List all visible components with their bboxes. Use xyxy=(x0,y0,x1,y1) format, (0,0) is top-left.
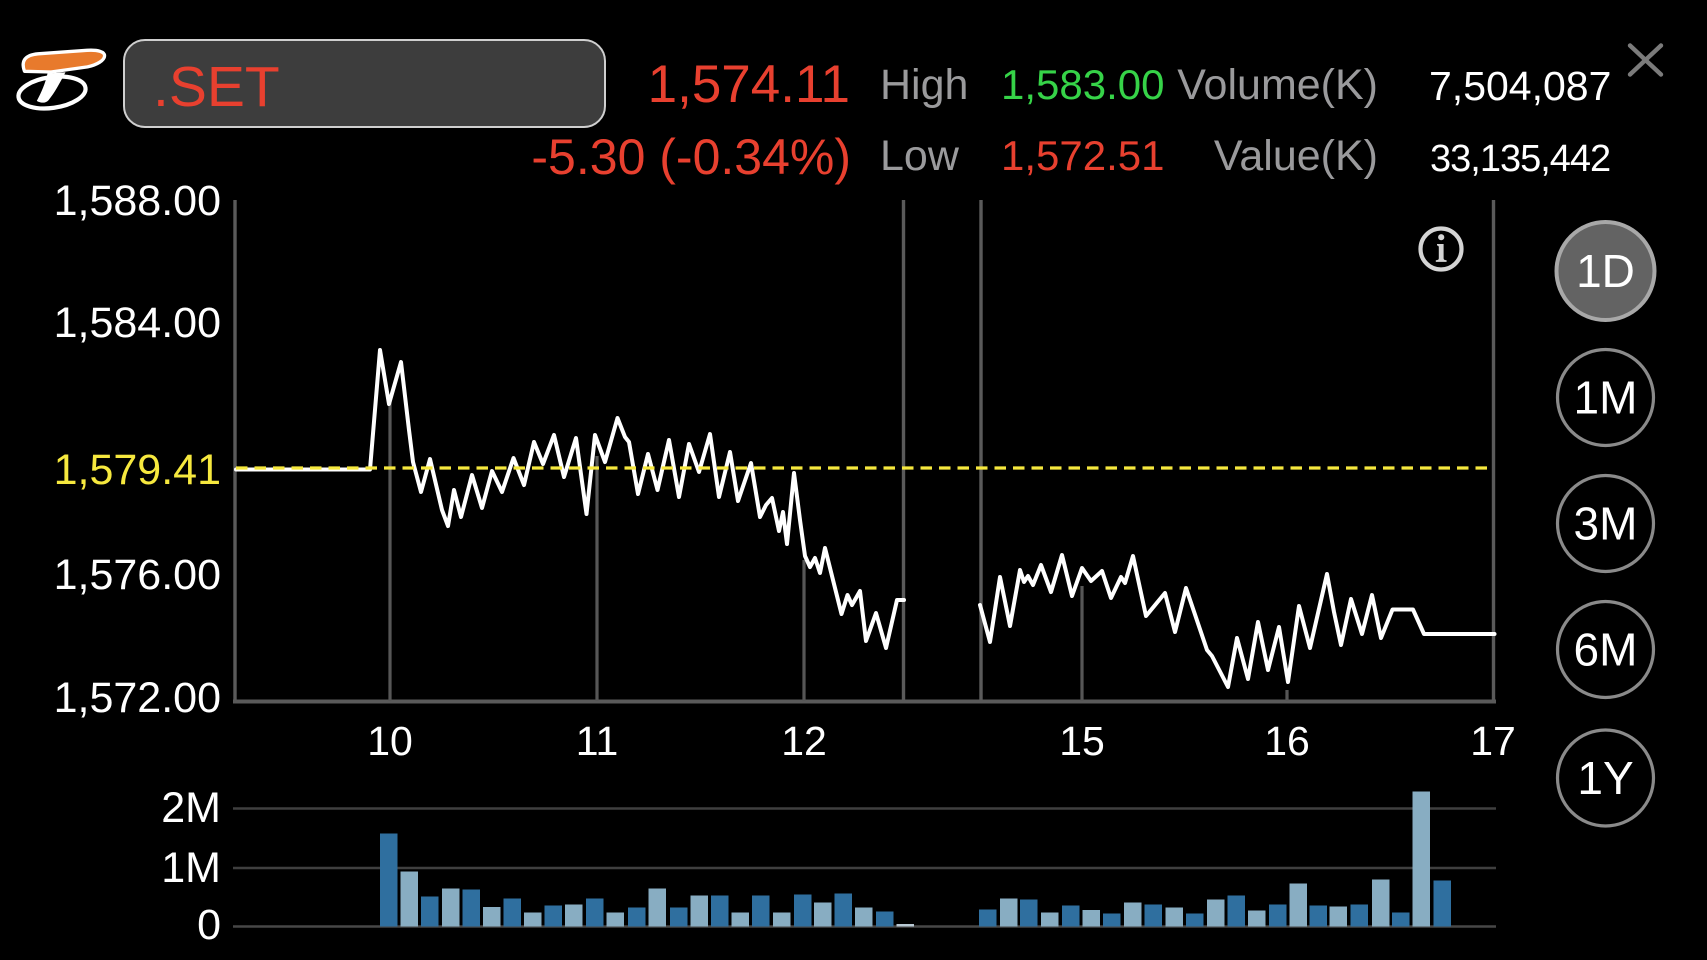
svg-text:2M: 2M xyxy=(161,784,221,832)
svg-text:15: 15 xyxy=(1059,718,1105,764)
svg-text:6M: 6M xyxy=(1574,624,1638,676)
svg-text:1,588.00: 1,588.00 xyxy=(54,177,221,225)
svg-text:17: 17 xyxy=(1470,718,1516,764)
svg-text:1Y: 1Y xyxy=(1577,752,1633,804)
svg-text:1M: 1M xyxy=(161,844,221,892)
svg-text:10: 10 xyxy=(367,718,413,764)
svg-text:0: 0 xyxy=(197,901,221,949)
svg-text:12: 12 xyxy=(781,718,827,764)
svg-text:1M: 1M xyxy=(1574,372,1638,424)
svg-text:11: 11 xyxy=(576,718,619,764)
svg-text:1,579.41: 1,579.41 xyxy=(54,446,221,494)
svg-text:16: 16 xyxy=(1264,718,1310,764)
svg-text:1,584.00: 1,584.00 xyxy=(54,299,221,347)
svg-text:3M: 3M xyxy=(1574,498,1638,550)
svg-text:1,576.00: 1,576.00 xyxy=(54,551,221,599)
svg-text:1,572.00: 1,572.00 xyxy=(54,674,221,722)
svg-text:1D: 1D xyxy=(1576,245,1635,297)
